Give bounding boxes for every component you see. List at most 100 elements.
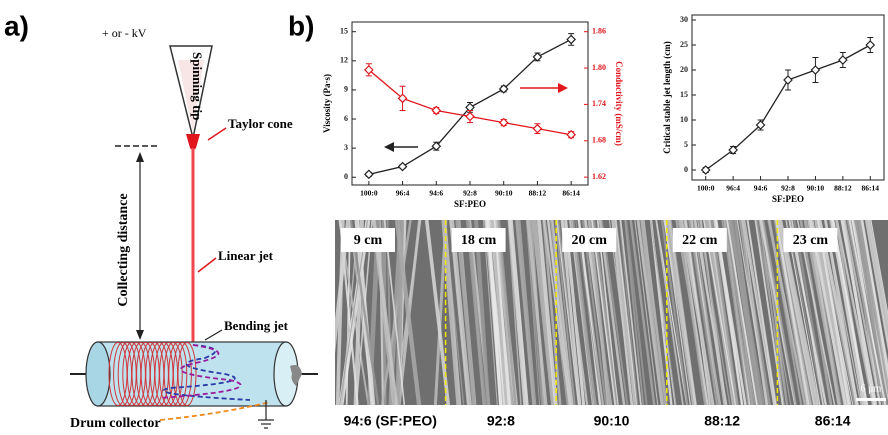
- fiber: [741, 220, 768, 405]
- fiber: [615, 220, 638, 405]
- fiber: [542, 220, 562, 405]
- tick-label: 10: [680, 115, 688, 124]
- fiber: [625, 220, 648, 405]
- fiber: [619, 220, 642, 405]
- distance-label: 22 cm: [682, 233, 718, 248]
- fiber: [507, 220, 522, 405]
- marker: [728, 145, 738, 155]
- pointer: [207, 127, 227, 141]
- schematic-label: + or - kV: [102, 26, 147, 40]
- fiber: [860, 220, 888, 380]
- fiber: [655, 220, 684, 405]
- x-tick-label: 88:12: [834, 184, 852, 193]
- fiber: [754, 220, 784, 405]
- distance-label-box: [341, 228, 395, 252]
- fiber: [556, 220, 579, 405]
- x-tick-label: 100:0: [360, 189, 378, 198]
- distance-label: 20 cm: [572, 233, 608, 248]
- fiber: [516, 220, 537, 405]
- marker: [783, 75, 793, 85]
- panel-label: a): [4, 10, 29, 41]
- tick-label: 25: [680, 40, 688, 49]
- tick-label: 6: [344, 114, 348, 123]
- fiber: [612, 220, 637, 405]
- arrow-head: [136, 330, 144, 340]
- marker: [465, 111, 475, 122]
- ratio-label: 94:6 (SF:PEO): [344, 413, 437, 429]
- tick-label: 15: [340, 27, 348, 36]
- distance-label-box: [562, 228, 617, 252]
- fiber: [525, 220, 543, 405]
- ring: [177, 342, 197, 406]
- fiber: [729, 220, 762, 405]
- tick-label: 1.68: [592, 136, 606, 145]
- tick-label: 3: [344, 143, 348, 152]
- marker: [498, 84, 509, 94]
- fiber-rings: [108, 342, 197, 406]
- tick-label: 5: [684, 140, 688, 149]
- fiber: [756, 220, 788, 405]
- fiber: [773, 220, 807, 405]
- marker: [498, 117, 509, 128]
- marker: [532, 52, 543, 62]
- schematic-label: Collecting distance: [116, 193, 131, 306]
- x-tick-label: 88:12: [529, 189, 547, 198]
- x-tick-label: 100:0: [697, 184, 715, 193]
- scale-bar: [856, 398, 886, 401]
- bending-jet-path: [159, 344, 242, 399]
- schematic-label: Taylor cone: [228, 116, 293, 131]
- tick-label: 0: [344, 172, 348, 181]
- ring: [163, 342, 183, 406]
- fiber: [380, 220, 412, 405]
- fiber: [655, 220, 688, 405]
- pointer: [204, 329, 223, 341]
- fiber: [624, 220, 645, 405]
- arrow-head: [136, 152, 144, 162]
- fiber: [841, 220, 875, 405]
- x-axis-label: SF:PEO: [454, 199, 486, 209]
- marker: [364, 65, 374, 75]
- distance-label: 23 cm: [793, 233, 829, 248]
- fiber: [618, 220, 639, 405]
- tick-label: 1.86: [592, 27, 606, 36]
- marker: [397, 93, 408, 104]
- fiber: [864, 220, 888, 351]
- y-axis-label: Viscosity (Pa·s): [322, 74, 332, 133]
- ratio-label: 88:12: [704, 413, 740, 429]
- tick-label: 1.62: [592, 172, 606, 181]
- marker: [532, 123, 543, 134]
- schematic-label: Bending jet: [224, 318, 289, 333]
- fiber: [851, 220, 885, 405]
- x-tick-label: 86:14: [862, 184, 880, 193]
- fiber: [843, 220, 881, 405]
- marker: [810, 65, 821, 75]
- marker: [397, 161, 408, 172]
- fiber: [865, 220, 888, 338]
- fiber: [774, 220, 810, 405]
- fiber: [858, 220, 888, 396]
- fiber: [776, 220, 813, 405]
- fiber: [831, 220, 869, 405]
- pointer: [197, 257, 217, 273]
- ratio-label: 86:14: [815, 413, 851, 429]
- y-axis-label: Critical stable jet length (cm): [662, 41, 672, 153]
- marker: [431, 105, 442, 116]
- fiber: [547, 220, 572, 405]
- tip-fill: [178, 60, 204, 132]
- fiber: [846, 220, 885, 405]
- x-tick-label: 94:6: [429, 189, 443, 198]
- fiber: [554, 220, 576, 405]
- marker: [865, 40, 876, 50]
- fiber: [629, 220, 656, 405]
- fiber: [665, 220, 695, 405]
- charts: 0 3 6 9 12 15 1.62 1.68 1.74 1.80 1.86 100:0 96:4 94:…: [322, 14, 885, 209]
- drum-end: [85, 341, 111, 407]
- schematic-label: Linear jet: [218, 248, 274, 263]
- y2-axis-label: Conductivity (mS/cm): [614, 61, 624, 146]
- x-tick-label: 92:8: [463, 189, 477, 198]
- plot-frame: [691, 14, 885, 181]
- marker: [431, 141, 442, 152]
- fiber: [640, 220, 665, 405]
- x-axis-label: SF:PEO: [772, 194, 804, 204]
